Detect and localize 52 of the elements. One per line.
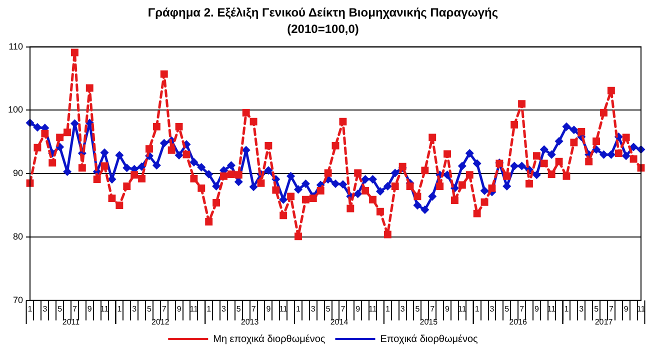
- x-tick-label: 11: [279, 304, 288, 314]
- x-tick-label: 5: [415, 304, 420, 314]
- y-tick-label: 100: [8, 104, 24, 115]
- x-tick-label: 1: [206, 304, 212, 314]
- x-tick-label: 1: [28, 304, 33, 314]
- x-tick-label: 11: [190, 304, 199, 314]
- legend-label: Εποχικά διορθωμένος: [380, 334, 478, 345]
- x-tick-label: 3: [400, 304, 406, 314]
- x-tick-label: 3: [310, 304, 316, 314]
- x-tick-label: 9: [624, 304, 629, 314]
- x-tick-label: 7: [608, 304, 614, 314]
- x-tick-label: 11: [458, 304, 467, 314]
- x-tick-label: 7: [430, 304, 436, 314]
- x-tick-label: 9: [176, 304, 182, 314]
- x-tick-label: 9: [445, 304, 450, 314]
- text: 2017: [594, 317, 614, 326]
- x-tick-label: 1: [117, 304, 122, 314]
- text: 2016: [509, 317, 528, 326]
- y-tick-label: 110: [8, 41, 24, 52]
- chart-title: Γράφημα 2. Εξέλιξη Γενικού Δείκτη Βιομηχανικής Παραγωγής: [148, 6, 498, 20]
- x-tick-label: 1: [474, 304, 480, 314]
- x-tick-label: 9: [87, 304, 92, 314]
- x-tick-label: 9: [534, 304, 540, 314]
- x-tick-label: 3: [132, 304, 138, 314]
- x-tick-label: 3: [42, 304, 48, 314]
- x-tick-label: 5: [236, 304, 242, 314]
- chart-subtitle: (2010=100,0): [287, 22, 359, 36]
- x-tick-label: 5: [147, 304, 152, 314]
- x-tick-label: 5: [58, 304, 63, 314]
- x-tick-label: 11: [368, 304, 378, 314]
- legend-label: Μη εποχικά διορθωμένος: [213, 334, 326, 345]
- x-tick-label: 7: [72, 304, 78, 314]
- x-tick-label: 5: [594, 304, 600, 314]
- x-tick-label: 5: [504, 304, 510, 314]
- x-tick-label: 7: [340, 304, 346, 314]
- x-tick-label: 5: [326, 304, 331, 314]
- x-tick-label: 9: [266, 304, 272, 314]
- text: 2015: [420, 317, 438, 326]
- y-tick-label: 70: [13, 294, 24, 305]
- x-tick-label: 1: [296, 304, 302, 314]
- x-tick-label: 7: [162, 304, 167, 314]
- x-tick-label: 1: [564, 304, 570, 314]
- x-tick-label: 9: [356, 304, 361, 314]
- y-tick-label: 80: [13, 231, 24, 242]
- x-tick-label: 3: [490, 304, 495, 314]
- x-tick-label: 7: [251, 304, 256, 314]
- x-tick-label: 1: [385, 304, 390, 314]
- text: 2011: [62, 317, 80, 326]
- x-tick-label: 3: [579, 304, 584, 314]
- x-tick-label: 7: [520, 304, 525, 314]
- x-tick-label: 3: [222, 304, 227, 314]
- y-tick-label: 90: [13, 168, 24, 178]
